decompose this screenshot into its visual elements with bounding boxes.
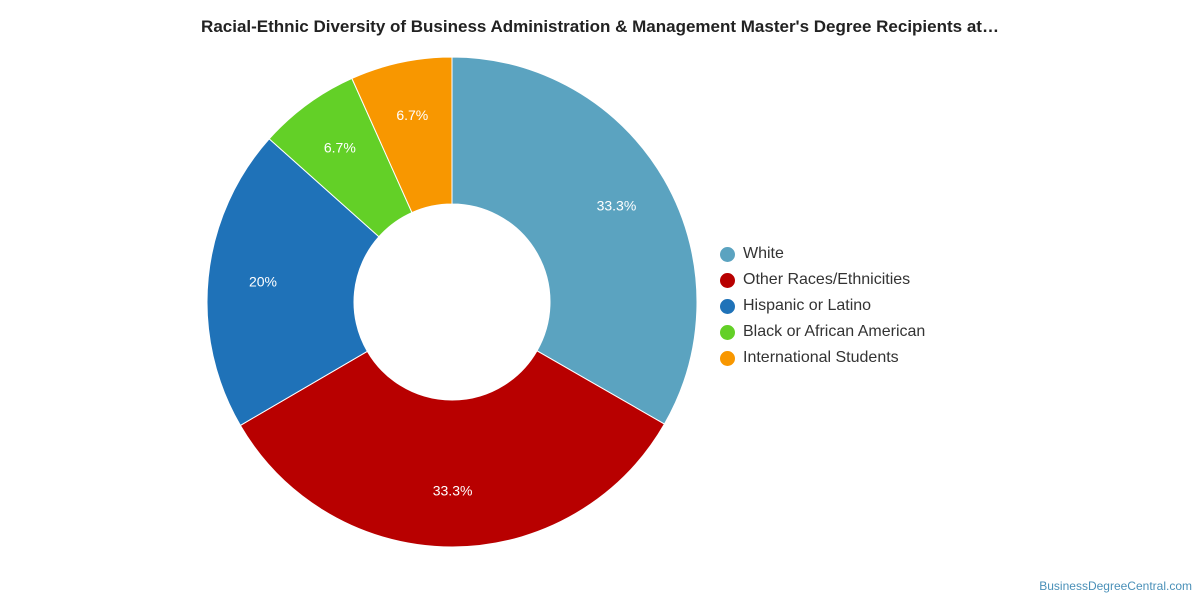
data-label-other-races-ethnicities: 33.3% (433, 483, 473, 499)
chart-legend: White Other Races/Ethnicities Hispanic or … (720, 241, 925, 371)
legend-item-international-students[interactable]: International Students (720, 345, 925, 371)
chart-title: Racial-Ethnic Diversity of Business Admi… (201, 17, 999, 36)
legend-item-other-races-ethnicities[interactable]: Other Races/Ethnicities (720, 267, 925, 293)
legend-item-hispanic-or-latino[interactable]: Hispanic or Latino (720, 293, 925, 319)
legend-swatch-icon (720, 298, 735, 314)
slice-white[interactable] (451, 56, 698, 425)
legend-swatch-icon (720, 350, 735, 366)
legend-label: White (743, 245, 784, 262)
legend-label: Other Races/Ethnicities (743, 271, 911, 288)
source-credit[interactable]: BusinessDegreeCentral.com (1039, 579, 1192, 593)
legend-label: Black or African American (743, 323, 926, 340)
donut-data-labels: 33.3% 33.3% 20% 6.7% 6.7% (249, 107, 636, 499)
legend-swatch-icon (720, 272, 735, 288)
donut-slices (206, 56, 698, 548)
legend-swatch-icon (720, 246, 735, 262)
legend-item-black-or-african-american[interactable]: Black or African American (720, 319, 925, 345)
data-label-white: 33.3% (597, 198, 637, 214)
data-label-black-or-african-american: 6.7% (324, 139, 356, 155)
legend-swatch-icon (720, 324, 735, 340)
legend-label: Hispanic or Latino (743, 297, 872, 314)
data-label-international-students: 6.7% (396, 107, 428, 123)
slice-other-races-ethnicities[interactable] (239, 350, 666, 548)
slice-hispanic-or-latino[interactable] (206, 138, 380, 427)
slice-international-students[interactable] (351, 56, 453, 214)
data-label-hispanic-or-latino: 20% (249, 274, 277, 290)
legend-label: International Students (743, 349, 899, 366)
legend-item-white[interactable]: White (720, 241, 925, 267)
